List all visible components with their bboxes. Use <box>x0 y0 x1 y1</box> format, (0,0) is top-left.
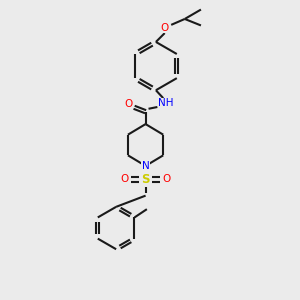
Text: O: O <box>125 99 133 110</box>
Text: NH: NH <box>158 98 174 109</box>
Text: N: N <box>142 161 149 171</box>
Text: S: S <box>141 173 150 186</box>
Text: O: O <box>121 174 129 184</box>
Text: O: O <box>160 23 169 33</box>
Text: O: O <box>162 174 170 184</box>
